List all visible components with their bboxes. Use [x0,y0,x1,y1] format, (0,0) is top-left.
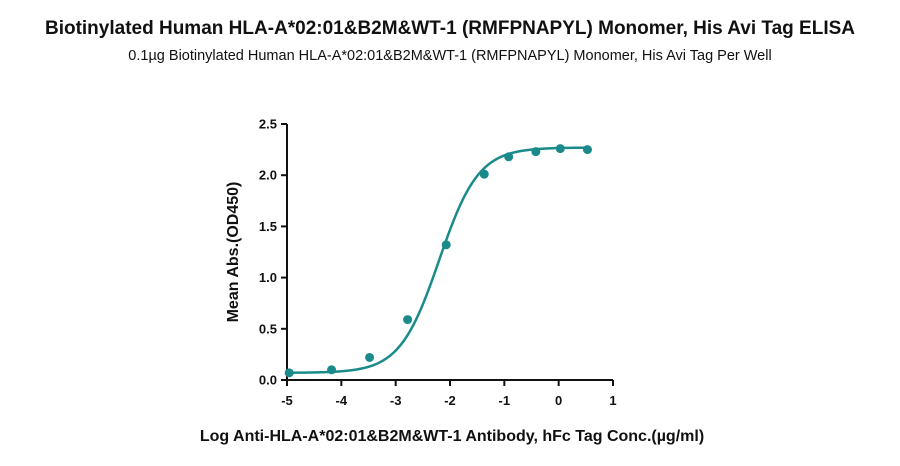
data-point [582,145,592,155]
data-point [479,169,489,179]
x-tick-label: -5 [281,393,293,408]
chart-title: Biotinylated Human HLA-A*02:01&B2M&WT-1 … [44,18,856,39]
x-tick-label: 1 [609,393,616,408]
data-point [365,352,375,362]
y-tick-label: 2.5 [259,117,277,132]
data-point [531,147,541,157]
y-tick-label: 2.0 [259,168,277,183]
data-points [284,144,592,378]
data-point [555,144,565,154]
y-axis-label: Mean Abs.(OD450) [225,182,242,323]
y-tick-label: 1.5 [259,219,277,234]
y-tick-label: 1.0 [259,270,277,285]
fit-curve [289,146,588,374]
axes: 0.0 0.5 1.0 1.5 2.0 2.5 -5 -4 -3 -2 -1 0 1 [259,117,617,409]
x-axis-label: Log Anti-HLA-A*02:01&B2M&WT-1 Antibody, … [200,428,704,445]
chart-subtitle: 0.1µg Biotinylated Human HLA-A*02:01&B2M… [128,48,772,64]
data-point [284,368,294,378]
x-tick-label: -4 [336,393,348,408]
y-tick-label: 0.0 [259,373,277,388]
data-point [403,315,413,325]
data-point [441,240,451,250]
x-tick-label: 0 [555,393,562,408]
data-point [327,365,337,375]
x-tick-label: -1 [499,393,511,408]
x-tick-label: -2 [444,393,456,408]
y-tick-label: 0.5 [259,321,277,336]
data-point [504,152,514,162]
x-tick-label: -3 [390,393,402,408]
